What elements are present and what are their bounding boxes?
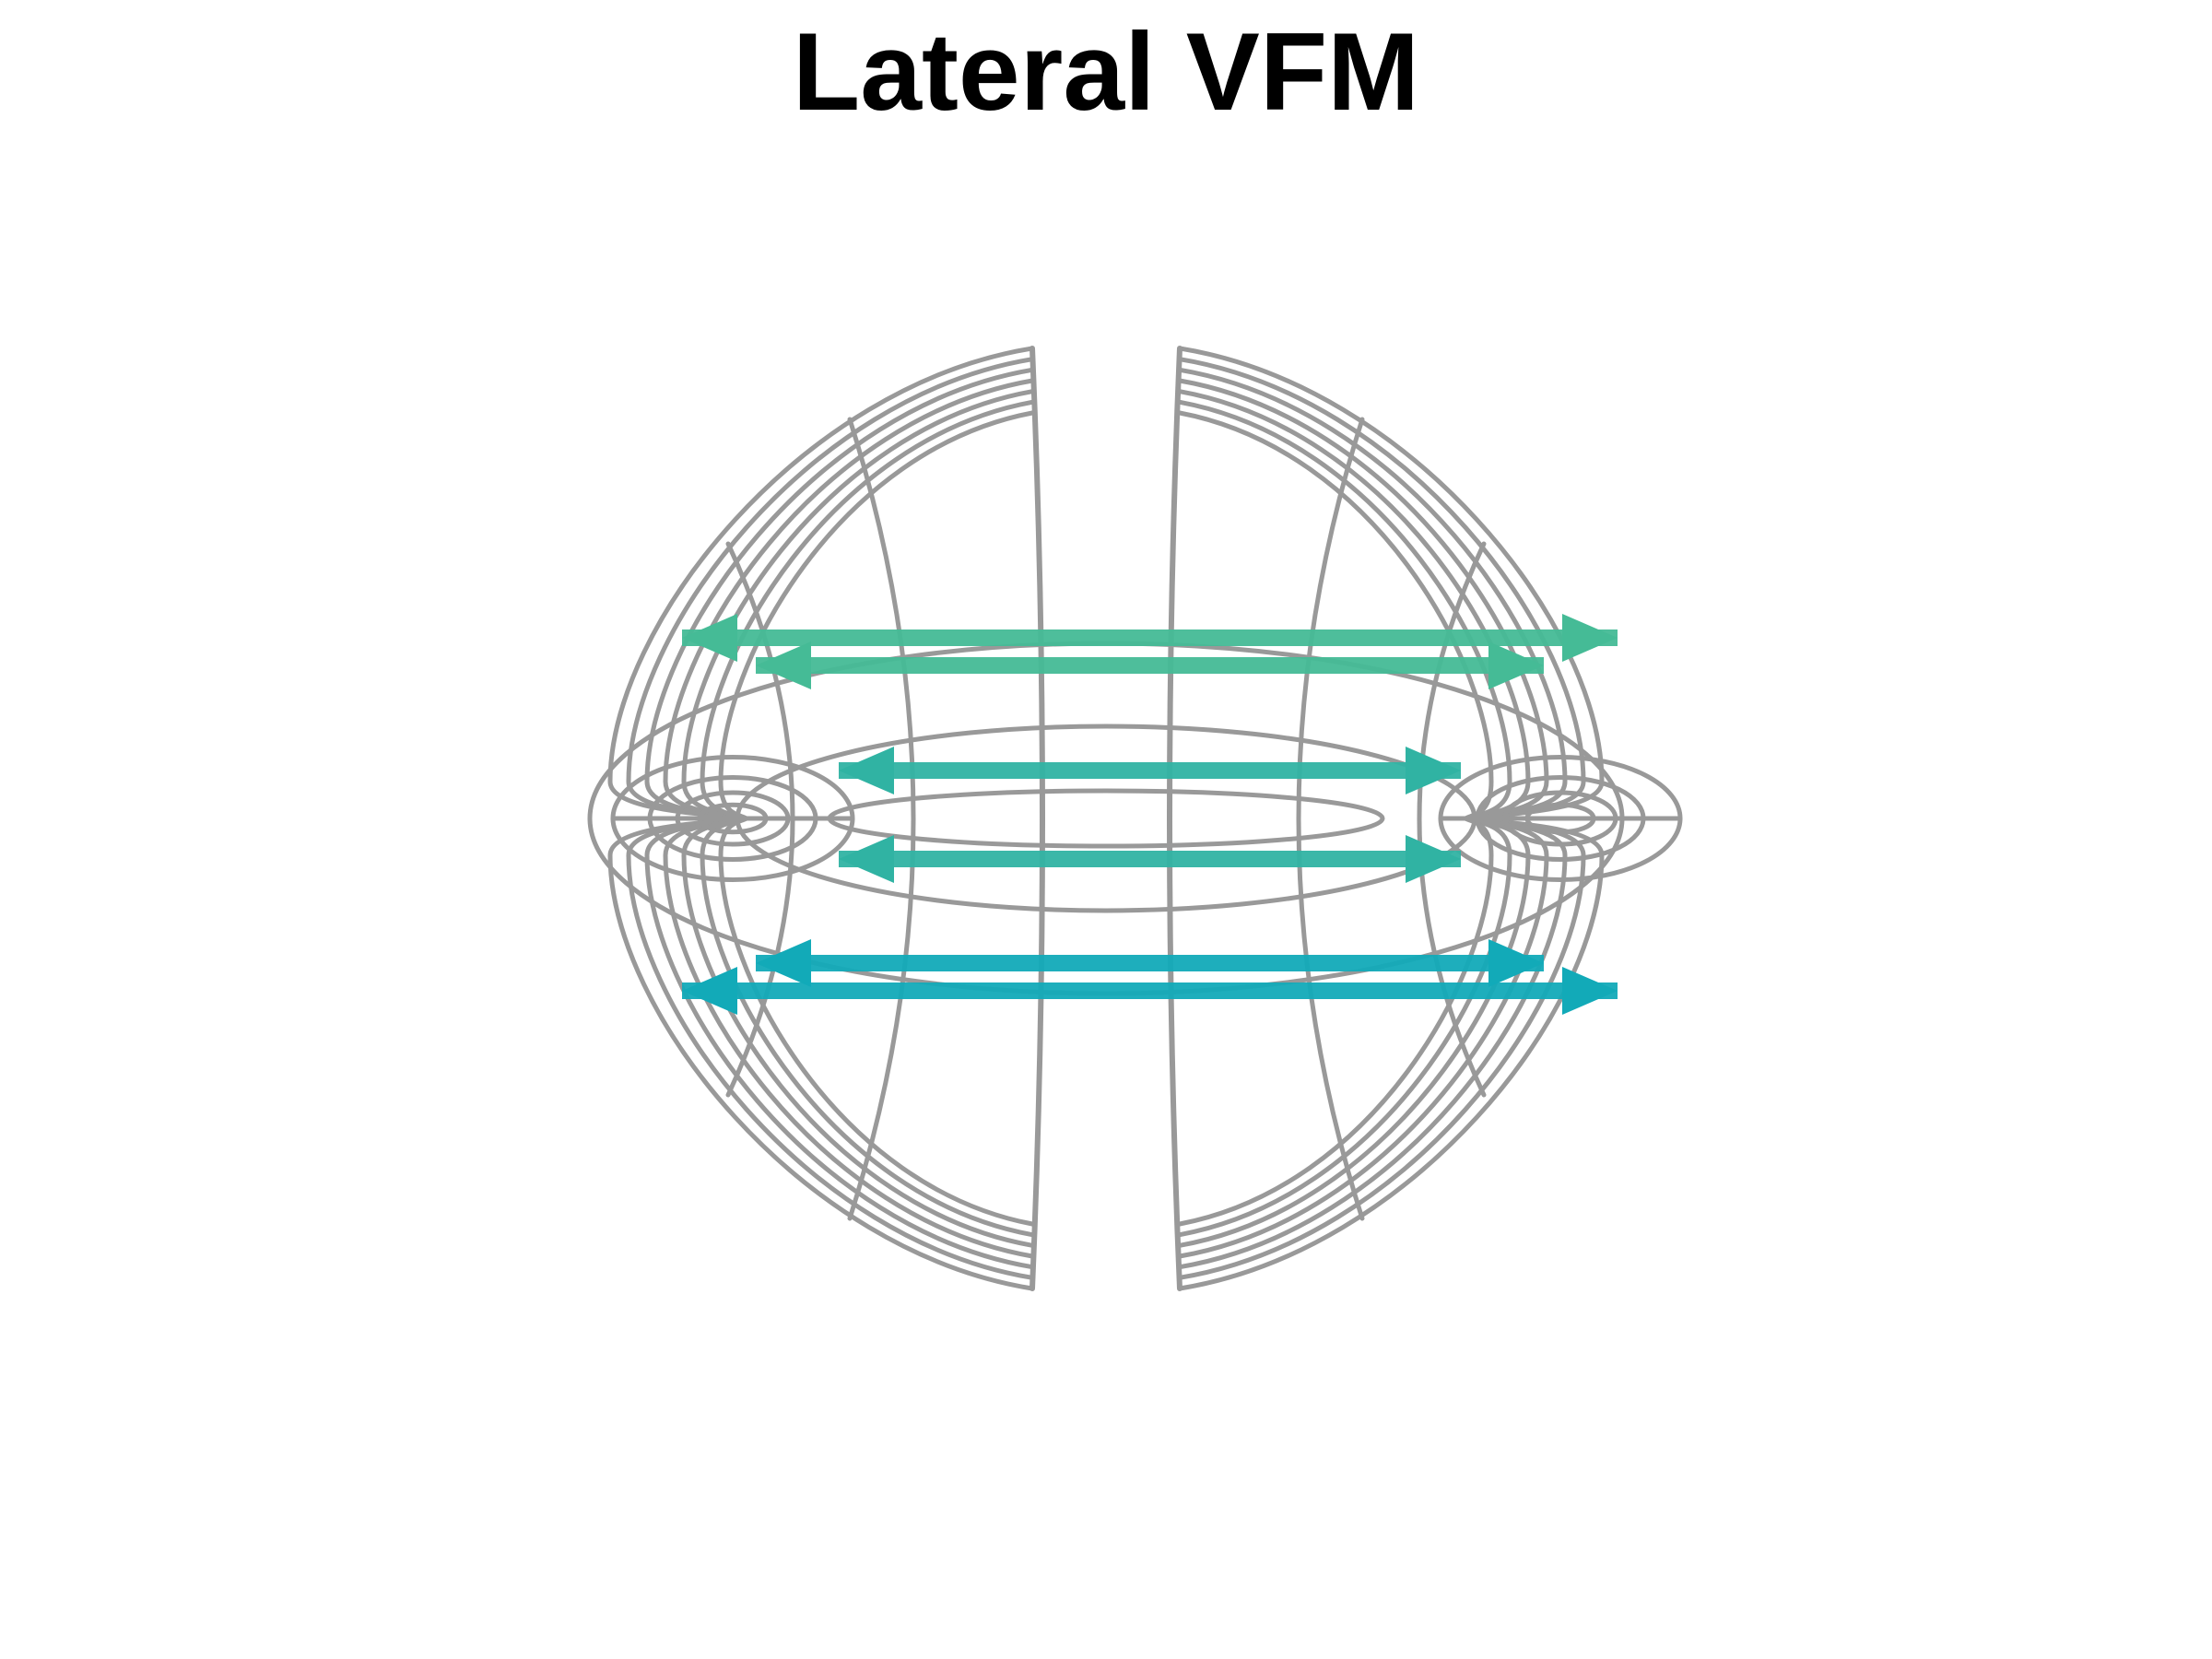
outer-contour-right-upper [1177,357,1586,821]
outer-contour-left-lower [663,816,1035,1259]
arrow-middle-lower [839,835,1461,883]
arrow-shaft-upper-outer [682,629,1618,646]
meridian-left-0 [847,417,916,1221]
arrowhead-right-upper-inner [1488,641,1544,689]
outer-contour-left-upper [681,389,1035,821]
arrowhead-right-upper-outer [1562,614,1618,662]
arrow-lower-inner [756,939,1544,987]
outer-contour-left-upper [718,410,1035,821]
arrowhead-left-middle-upper [839,747,894,794]
arrow-middle-upper [839,747,1461,794]
arrow-shaft-lower-inner [756,955,1544,971]
outer-contour-right-lower [1177,816,1586,1280]
arrowhead-left-upper-inner [756,641,811,689]
arrow-lower-outer [682,967,1618,1015]
spine-left [1030,346,1045,1291]
outer-contour-left-upper [626,357,1035,821]
arrowhead-right-middle-upper [1406,747,1461,794]
outer-contour-right-lower [1177,816,1549,1259]
page-title: Lateral VFM [792,10,1420,134]
outer-contour-left-upper [644,367,1035,821]
spine-right [1167,346,1182,1291]
outer-contour-left-lower [626,816,1035,1280]
field-grid [587,346,1683,1291]
arrowhead-right-lower-inner [1488,939,1544,987]
arrowhead-left-middle-lower [839,835,894,883]
outer-contour-right-lower [1177,816,1512,1238]
outer-contour-left-lower [718,816,1035,1227]
arrow-shaft-upper-inner [756,657,1544,674]
outer-contour-left-upper [663,378,1035,821]
arrowhead-left-upper-outer [682,614,737,662]
arrow-shaft-lower-outer [682,982,1618,999]
arrowhead-right-lower-outer [1562,967,1618,1015]
outer-contour-left-lower [644,816,1035,1270]
meridian-right-1 [1417,541,1487,1098]
outer-contour-right-lower [1177,816,1531,1248]
arrowhead-left-lower-inner [756,939,811,987]
arrow-upper-outer [682,614,1618,662]
arrow-shaft-middle-lower [839,851,1461,867]
arrowhead-left-lower-outer [682,967,737,1015]
arrowhead-right-middle-lower [1406,835,1461,883]
arrow-shaft-middle-upper [839,762,1461,779]
current-arrows [682,614,1618,1015]
arrow-upper-inner [756,641,1544,689]
outer-contour-right-upper [1177,389,1531,821]
meridian-right-0 [1296,417,1365,1221]
outer-contour-left-lower [681,816,1035,1248]
outer-contour-right-lower [1177,816,1494,1227]
